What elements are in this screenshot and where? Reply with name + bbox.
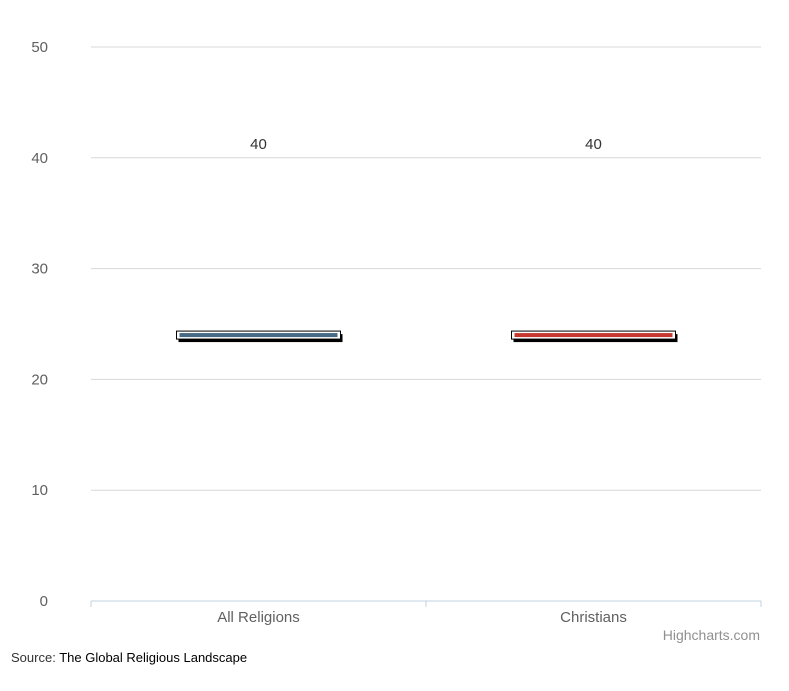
gridlines — [91, 46, 761, 491]
data-labels: 40 40 — [250, 136, 602, 153]
bar-marker-fill — [179, 333, 338, 338]
y-tick-label: 0 — [40, 593, 48, 610]
source-note: Source: The Global Religious Landscape — [11, 650, 247, 665]
x-tick-label: All Religions — [217, 609, 300, 626]
x-tick-label: Christians — [560, 609, 627, 626]
x-axis-tick-labels: All Religions Christians — [217, 609, 627, 626]
y-tick-label: 30 — [31, 261, 48, 278]
x-axis — [90, 600, 762, 607]
y-tick-label: 40 — [31, 150, 48, 167]
bar-markers — [176, 330, 678, 343]
source-label: Source: — [11, 650, 56, 665]
bar-marker-2[interactable] — [511, 330, 678, 343]
data-label: 40 — [585, 136, 602, 153]
bar-marker-fill — [514, 333, 673, 338]
y-axis-tick-labels: 0 10 20 30 40 50 — [31, 39, 48, 610]
bar-marker-1[interactable] — [176, 330, 343, 343]
data-label: 40 — [250, 136, 267, 153]
y-tick-label: 10 — [31, 482, 48, 499]
credits-link[interactable]: Highcharts.com — [663, 627, 760, 643]
source-value: The Global Religious Landscape — [59, 650, 248, 665]
y-tick-label: 50 — [31, 39, 48, 56]
y-tick-label: 20 — [31, 371, 48, 388]
